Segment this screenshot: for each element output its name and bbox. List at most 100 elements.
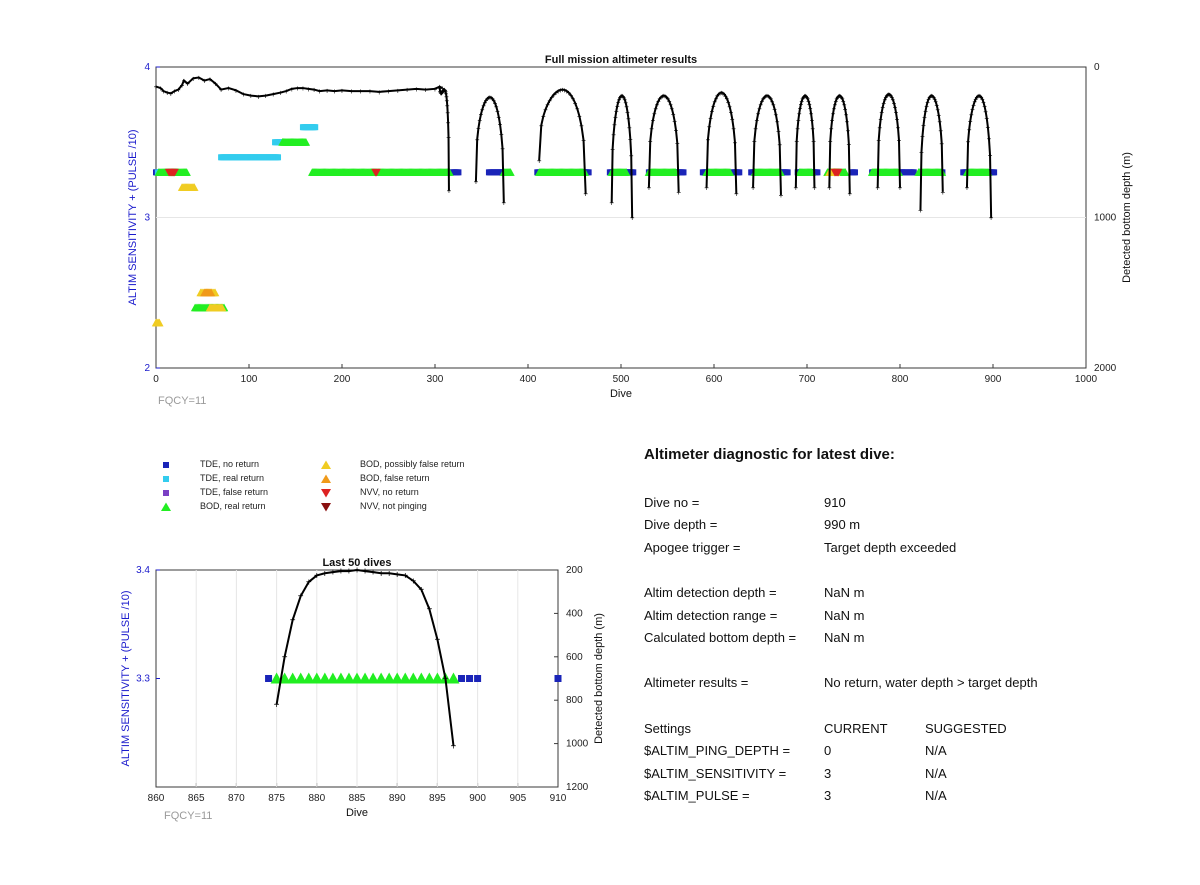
depth-point-marker: + [801, 93, 806, 102]
depth-point-marker: + [651, 116, 656, 125]
depth-point-marker: + [284, 87, 289, 96]
depth-point-marker: + [922, 113, 927, 122]
depth-point-marker: + [811, 137, 816, 146]
depth-point-marker: + [566, 89, 571, 98]
depth-point-marker: + [969, 110, 974, 119]
depth-point-marker: + [442, 86, 447, 95]
depth-point-marker: + [756, 110, 761, 119]
depth-point-marker: + [928, 92, 933, 101]
depth-arch-line [876, 93, 901, 188]
depth-point-marker: + [444, 90, 449, 99]
depth-point-marker: + [796, 116, 801, 125]
depth-point-marker: + [672, 117, 677, 126]
full-mission-title: Full mission altimeter results [545, 54, 697, 66]
depth-point-marker: + [484, 96, 489, 105]
depth-point-marker: + [888, 90, 893, 99]
depth-point-marker: + [377, 88, 382, 97]
ping-depth-row: $ALTIM_PING_DEPTH = 0 N/A [644, 743, 947, 758]
settings-header-row: Settings CURRENT SUGGESTED [644, 721, 1007, 736]
depth-arch-line [705, 91, 738, 194]
depth-point-marker: + [440, 84, 445, 93]
y-tick-label: 3 [144, 213, 150, 224]
depth-point-marker: + [794, 137, 799, 146]
depth-point-marker: + [829, 125, 834, 134]
x-tick-label: 600 [706, 374, 723, 385]
depth-point-marker: + [395, 86, 400, 95]
depth-point-marker: + [755, 116, 760, 125]
depth-point-marker: + [979, 93, 984, 102]
depth-point-marker: + [499, 130, 504, 139]
bod-real-return-marker [423, 672, 436, 684]
depth-point-marker: + [434, 635, 440, 646]
depth-arch-line [752, 94, 782, 195]
bod-real-return-marker [334, 672, 347, 684]
depth-point-marker: + [441, 87, 446, 96]
full-mission-y2-axis-label: Detected bottom depth (m) [1121, 152, 1133, 283]
depth-point-marker: + [274, 700, 280, 711]
depth-point-marker: + [479, 110, 484, 119]
depth-point-marker: + [554, 88, 559, 97]
depth-point-marker: + [615, 102, 620, 111]
depth-point-marker: + [884, 91, 889, 100]
tde-no-return-marker [585, 169, 592, 176]
depth-point-marker: + [838, 92, 843, 101]
depth-point-marker: + [312, 86, 317, 95]
tde-no-return-marker [630, 169, 637, 176]
nvv-no-return-marker [834, 168, 843, 177]
y-tick-label: 4 [144, 62, 150, 73]
depth-point-marker: + [445, 101, 450, 110]
depth-point-marker: + [840, 95, 845, 104]
bod-real-return-marker [841, 168, 850, 176]
full-mission-y-axis-label: ALTIM SENSITIVITY + (PULSE /10) [127, 130, 139, 306]
bod-real-return-marker [310, 672, 323, 684]
depth-point-marker: + [810, 124, 815, 133]
depth-point-marker: + [489, 93, 494, 102]
bod-real-return-marker [367, 672, 380, 684]
depth-point-marker: + [439, 89, 444, 98]
depth-point-marker: + [202, 77, 207, 86]
depth-point-marker: + [710, 107, 715, 116]
x-tick-label: 890 [389, 793, 406, 804]
bod-real-return-marker [294, 672, 307, 684]
tde-no-return-marker [554, 675, 562, 682]
depth-point-marker: + [828, 137, 833, 146]
depth-point-marker: + [889, 91, 894, 100]
depth-point-marker: + [543, 105, 548, 114]
depth-point-marker: + [340, 86, 345, 95]
depth-point-marker: + [933, 98, 938, 107]
depth-point-marker: + [539, 121, 544, 130]
x-tick-label: 900 [985, 374, 1002, 385]
depth-point-marker: + [402, 571, 408, 582]
depth-point-marker: + [987, 134, 992, 143]
depth-point-marker: + [613, 113, 618, 122]
depth-point-marker: + [716, 90, 721, 99]
depth-point-marker: + [271, 90, 276, 99]
last-50-dives-y-axis-label: ALTIM SENSITIVITY + (PULSE /10) [120, 591, 132, 767]
y2-tick-label: 400 [566, 608, 583, 619]
detection-range-row: Altim detection range = NaN m [644, 608, 865, 623]
depth-point-marker: + [715, 92, 720, 101]
depth-point-marker: + [897, 136, 902, 145]
bod-false-return-marker [206, 288, 216, 297]
depth-point-marker: + [767, 93, 772, 102]
x-tick-label: 800 [892, 374, 909, 385]
y-tick-label: 3.4 [136, 565, 150, 576]
depth-point-marker: + [804, 92, 809, 101]
depth-point-marker: + [967, 125, 972, 134]
depth-point-marker: + [810, 116, 815, 125]
depth-point-marker: + [723, 92, 728, 101]
depth-point-marker: + [807, 100, 812, 109]
depth-point-marker: + [661, 92, 666, 101]
depth-point-marker: + [983, 107, 988, 116]
depth-point-marker: + [876, 136, 881, 145]
depth-point-marker: + [386, 87, 391, 96]
depth-point-marker: + [932, 95, 937, 104]
square-icon [163, 476, 169, 482]
depth-arch-line [647, 94, 680, 192]
full-mission-chart: Full mission altimeter results 0 100 200 300… [127, 54, 1133, 407]
depth-point-marker: + [571, 94, 576, 103]
tde-no-return-marker [784, 169, 791, 176]
depth-arch-line [965, 94, 993, 218]
full-mission-markers [151, 124, 998, 327]
depth-point-marker: + [165, 89, 170, 98]
